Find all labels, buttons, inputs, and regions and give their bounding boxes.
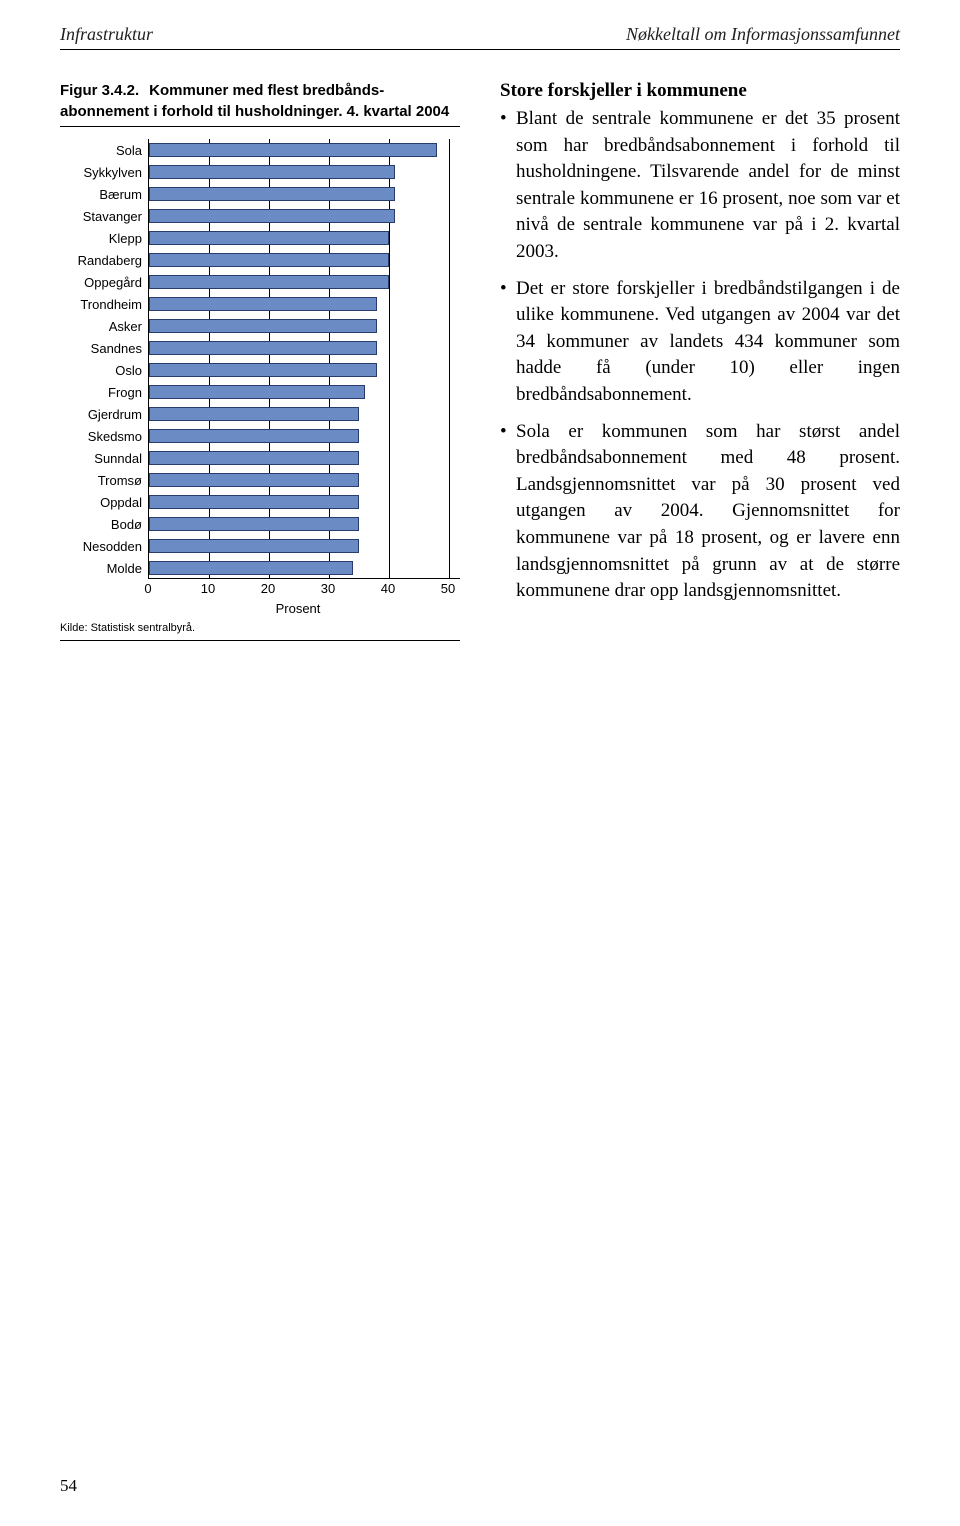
bar-label: Gjerdrum <box>60 407 148 422</box>
bar <box>149 187 395 201</box>
bar-label: Skedsmo <box>60 429 148 444</box>
bar <box>149 275 389 289</box>
figure-source: Kilde: Statistisk sentralbyrå. <box>60 622 460 634</box>
bar-label: Tromsø <box>60 473 148 488</box>
x-tick: 40 <box>381 581 395 596</box>
chart-row: Oppegård <box>60 271 460 293</box>
x-axis-label: Prosent <box>148 601 448 616</box>
text-column: Store forskjeller i kommunene Blant de s… <box>500 80 900 641</box>
figure-title: Figur 3.4.2. Kommuner med flest bredbånd… <box>60 80 460 122</box>
chart-row: Oppdal <box>60 491 460 513</box>
page-number: 54 <box>60 1476 77 1496</box>
chart-row: Asker <box>60 315 460 337</box>
chart-row: Sunndal <box>60 447 460 469</box>
bar-label: Sykkylven <box>60 165 148 180</box>
chart-row: Molde <box>60 557 460 579</box>
bar-chart: Sola Sykkylven Bærum Stavanger Klepp Randaber… <box>60 139 460 616</box>
bar <box>149 319 377 333</box>
figure-rule-bottom <box>60 640 460 641</box>
bar <box>149 253 389 267</box>
bar-label: Oppdal <box>60 495 148 510</box>
bar-label: Bodø <box>60 517 148 532</box>
bar <box>149 231 389 245</box>
bullet-item: Sola er kommunen som har størst andel br… <box>500 419 900 605</box>
bar <box>149 517 359 531</box>
bar-label: Sunndal <box>60 451 148 466</box>
bar-label: Sola <box>60 143 148 158</box>
bar <box>149 473 359 487</box>
header-right: Nøkkeltall om Informasjonssamfunnet <box>626 24 900 45</box>
figure-rule-top <box>60 126 460 127</box>
bar-label: Trondheim <box>60 297 148 312</box>
bar <box>149 165 395 179</box>
chart-row: Tromsø <box>60 469 460 491</box>
chart-row: Nesodden <box>60 535 460 557</box>
bar <box>149 341 377 355</box>
bar-label: Asker <box>60 319 148 334</box>
bar-label: Randaberg <box>60 253 148 268</box>
bar-label: Klepp <box>60 231 148 246</box>
bar-label: Frogn <box>60 385 148 400</box>
bar <box>149 539 359 553</box>
chart-row: Sola <box>60 139 460 161</box>
chart-row: Sandnes <box>60 337 460 359</box>
bar <box>149 385 365 399</box>
chart-row: Sykkylven <box>60 161 460 183</box>
chart-row: Klepp <box>60 227 460 249</box>
bullet-list: Blant de sentrale kommunene er det 35 pr… <box>500 106 900 605</box>
chart-row: Randaberg <box>60 249 460 271</box>
x-tick: 30 <box>321 581 335 596</box>
section-title: Store forskjeller i kommunene <box>500 80 900 102</box>
bar <box>149 495 359 509</box>
bar <box>149 429 359 443</box>
chart-row: Oslo <box>60 359 460 381</box>
chart-row: Frogn <box>60 381 460 403</box>
bullet-item: Det er store forskjeller i bredbåndstilg… <box>500 276 900 409</box>
x-tick: 0 <box>144 581 151 596</box>
bar <box>149 143 437 157</box>
figure-column: Figur 3.4.2. Kommuner med flest bredbånd… <box>60 80 460 641</box>
chart-row: Trondheim <box>60 293 460 315</box>
bar-label: Stavanger <box>60 209 148 224</box>
bar-label: Oslo <box>60 363 148 378</box>
chart-row: Stavanger <box>60 205 460 227</box>
header-left: Infrastruktur <box>60 24 153 45</box>
chart-row: Gjerdrum <box>60 403 460 425</box>
bar <box>149 407 359 421</box>
bar <box>149 363 377 377</box>
bar <box>149 297 377 311</box>
bar-label: Molde <box>60 561 148 576</box>
bar <box>149 209 395 223</box>
x-tick: 50 <box>441 581 455 596</box>
x-tick: 20 <box>261 581 275 596</box>
x-tick: 10 <box>201 581 215 596</box>
bar-label: Nesodden <box>60 539 148 554</box>
figure-label: Figur 3.4.2. <box>60 80 145 101</box>
chart-row: Bærum <box>60 183 460 205</box>
bar-label: Sandnes <box>60 341 148 356</box>
bar <box>149 451 359 465</box>
x-ticks: 01020304050 <box>148 581 448 601</box>
bar-label: Oppegård <box>60 275 148 290</box>
bar-label: Bærum <box>60 187 148 202</box>
bullet-item: Blant de sentrale kommunene er det 35 pr… <box>500 106 900 266</box>
header-rule <box>60 49 900 50</box>
chart-row: Bodø <box>60 513 460 535</box>
bar <box>149 561 353 575</box>
chart-row: Skedsmo <box>60 425 460 447</box>
